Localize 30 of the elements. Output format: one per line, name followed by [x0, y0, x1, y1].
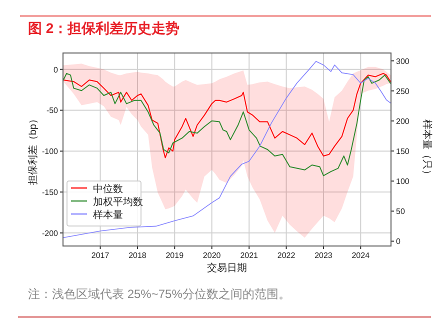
y-tick-label: -100 [42, 147, 59, 156]
legend-label: 样本量 [93, 209, 123, 221]
x-tick-label: 2021 [240, 251, 259, 260]
x-tick-label: 2022 [277, 251, 296, 260]
x-tick-label: 2023 [314, 251, 333, 260]
x-tick-label: 2020 [202, 251, 222, 260]
y-tick-label: -150 [42, 188, 59, 198]
chart-title: 图 2：担保利差历史走势 [28, 20, 180, 36]
x-tick-label: 2018 [128, 251, 147, 260]
line-series [63, 72, 391, 176]
text: 注：浅色区域代表 25%~75%分位数之间的范围。 [28, 287, 290, 301]
y-tick-label: -50 [46, 106, 59, 116]
x-tick-label: 2019 [166, 251, 184, 260]
y-tick-label: -200 [42, 228, 59, 238]
line-series [63, 72, 391, 158]
y2-tick-label: 0 [396, 237, 401, 246]
y-tick-label: 0 [54, 65, 59, 74]
x-tick-label: 2017 [91, 251, 110, 260]
y2-tick-label: 100 [396, 177, 410, 186]
y2-tick-label: 300 [396, 56, 410, 66]
y-axis-title: 担保利差（bp） [27, 114, 39, 186]
y2-tick-label: 50 [396, 207, 406, 216]
y2-tick-label: 200 [396, 116, 410, 126]
x-tick-label: 2024 [352, 251, 370, 260]
y2-tick-label: 150 [396, 147, 410, 156]
x-axis-title: 交易日期 [207, 262, 247, 274]
legend-label: 中位数 [93, 183, 123, 195]
legend-label: 加权平均数 [93, 196, 143, 208]
y2-axis-title: 样本量（只） [421, 120, 433, 180]
y2-tick-label: 250 [396, 86, 410, 96]
